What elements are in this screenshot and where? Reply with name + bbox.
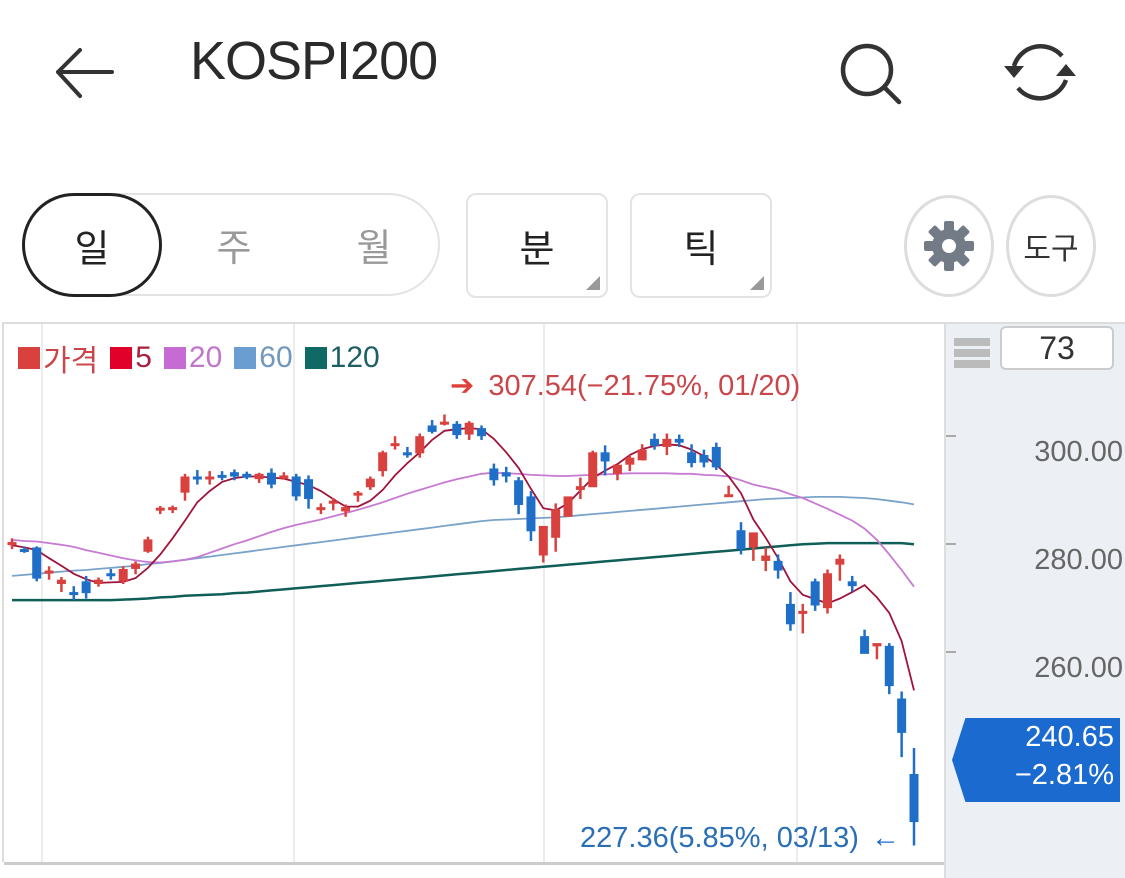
current-change: −2.81% bbox=[1014, 759, 1114, 791]
pane-divider[interactable] bbox=[4, 862, 948, 865]
tab-month[interactable]: 월 bbox=[356, 226, 392, 270]
period-low-text: 227.36(5.85%, 03/13) bbox=[580, 822, 859, 854]
dropdown-corner-icon bbox=[586, 276, 600, 290]
legend-swatch-ma120 bbox=[304, 347, 327, 369]
refresh-button[interactable] bbox=[1000, 36, 1080, 110]
price-chart: 가격 5 20 60 120 ➔ 307.54(−21.75%, 01/20) 2… bbox=[0, 322, 1125, 878]
tick-dropdown-button[interactable]: 틱 bbox=[630, 193, 772, 298]
arrow-left-icon: ← bbox=[870, 822, 900, 854]
arrow-left-icon bbox=[56, 48, 114, 98]
tab-week[interactable]: 주 bbox=[216, 226, 252, 270]
settings-button[interactable] bbox=[904, 195, 994, 297]
minute-dropdown-button[interactable]: 분 bbox=[466, 193, 608, 298]
chart-legend: 가격 5 20 60 120 bbox=[18, 336, 392, 380]
visible-count-box[interactable]: 73 bbox=[1000, 326, 1114, 370]
period-high-annotation: ➔ 307.54(−21.75%, 01/20) bbox=[450, 368, 800, 403]
chart-plot-area[interactable]: 가격 5 20 60 120 ➔ 307.54(−21.75%, 01/20) 2… bbox=[2, 322, 948, 865]
current-price: 240.65 bbox=[1025, 721, 1114, 753]
menu-lines-icon[interactable] bbox=[954, 338, 990, 371]
price-axis[interactable]: 73 300.00 280.00 260.00 240.65 −2.81% bbox=[944, 322, 1125, 878]
legend-label-ma5: 5 bbox=[135, 341, 152, 374]
tab-day[interactable]: 일 bbox=[22, 193, 162, 297]
current-price-tag: 240.65 −2.81% bbox=[952, 718, 1120, 802]
period-low-annotation: 227.36(5.85%, 03/13) ← bbox=[580, 822, 900, 855]
tools-label: 도구 bbox=[1023, 232, 1079, 267]
legend-swatch-price bbox=[18, 347, 40, 369]
tick-label: 틱 bbox=[683, 227, 719, 271]
refresh-icon bbox=[1004, 44, 1076, 101]
candlestick-chart bbox=[7, 324, 919, 862]
y-tick-label: 300.00 bbox=[1034, 436, 1123, 468]
page-title: KOSPI200 bbox=[190, 31, 438, 91]
minute-label: 분 bbox=[519, 227, 555, 271]
legend-swatch-ma60 bbox=[234, 347, 257, 369]
period-segmented-control: 일 주 월 bbox=[22, 193, 440, 297]
dropdown-corner-icon bbox=[750, 276, 764, 290]
period-high-text: 307.54(−21.75%, 01/20) bbox=[488, 370, 801, 402]
y-tick-label: 280.00 bbox=[1034, 544, 1123, 576]
legend-label-ma60: 60 bbox=[259, 341, 293, 374]
tools-button[interactable]: 도구 bbox=[1006, 195, 1096, 297]
back-button[interactable] bbox=[50, 40, 120, 110]
app-header: KOSPI200 bbox=[0, 0, 1125, 140]
legend-label-ma120: 120 bbox=[329, 341, 380, 374]
legend-label-price: 가격 bbox=[43, 345, 99, 378]
y-tick-mark bbox=[946, 435, 956, 437]
legend-swatch-ma20 bbox=[163, 347, 186, 369]
y-tick-mark bbox=[946, 543, 956, 545]
search-icon bbox=[840, 43, 902, 105]
arrow-right-icon: ➔ bbox=[450, 370, 475, 402]
y-tick-label: 260.00 bbox=[1034, 652, 1123, 684]
gear-icon bbox=[924, 221, 974, 271]
legend-swatch-ma5 bbox=[110, 347, 133, 369]
y-tick-mark bbox=[946, 651, 956, 653]
legend-label-ma20: 20 bbox=[188, 341, 223, 374]
search-button[interactable] bbox=[835, 38, 905, 108]
